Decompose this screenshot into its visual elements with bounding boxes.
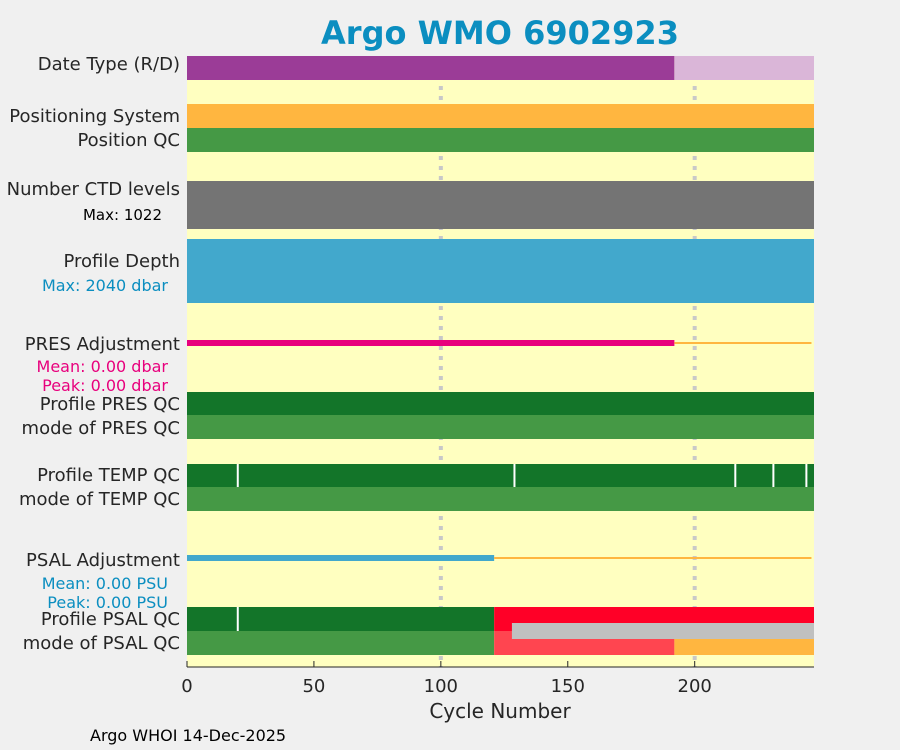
bar-segment — [187, 104, 814, 128]
bar-segment — [187, 392, 814, 415]
row-label: Profile PSAL QC — [41, 609, 180, 630]
plot-area — [187, 56, 814, 667]
x-tick-label: 0 — [181, 676, 192, 697]
row-label: Profile Depth — [63, 251, 180, 272]
bar-segment — [187, 128, 814, 152]
row-label: Positioning System — [9, 106, 180, 127]
row-label: Number CTD levels — [7, 179, 180, 200]
x-tick-label: 50 — [302, 676, 325, 697]
row-sublabel: Mean: 0.00 dbar — [37, 357, 169, 376]
row-label: Profile PRES QC — [40, 394, 180, 415]
footer-credit: Argo WHOI 14-Dec-2025 — [90, 726, 286, 745]
row-label: PSAL Adjustment — [26, 550, 180, 571]
bar-segment — [187, 487, 814, 511]
row-label: Profile TEMP QC — [37, 465, 180, 486]
bar-segment — [187, 607, 495, 631]
x-tick-label: 150 — [551, 676, 585, 697]
row-label: mode of TEMP QC — [19, 489, 180, 510]
row-label: mode of PSAL QC — [23, 633, 180, 654]
bar-segment — [187, 464, 814, 487]
bar-segment — [674, 56, 814, 80]
row-sublabel-peak: Peak: 0.00 dbar — [42, 376, 168, 395]
bar-segment — [187, 56, 675, 80]
chart-title: Argo WMO 6902923 — [321, 14, 679, 52]
bar-segment — [187, 181, 814, 229]
bar-overlay — [511, 623, 814, 639]
bar-segment — [187, 239, 814, 303]
bar-segment — [187, 415, 814, 439]
row-sublabel: Max: 1022 — [83, 206, 162, 224]
x-tick-label: 100 — [424, 676, 458, 697]
bar-segment — [187, 631, 495, 655]
row-label: Date Type (R/D) — [38, 54, 180, 75]
row-label: PRES Adjustment — [25, 334, 180, 355]
row-sublabel-peak: Peak: 0.00 PSU — [47, 593, 168, 612]
row-label: mode of PRES QC — [22, 418, 180, 439]
row-sublabel: Max: 2040 dbar — [42, 276, 168, 295]
row-sublabel: Mean: 0.00 PSU — [42, 574, 168, 593]
x-tick-label: 200 — [678, 676, 712, 697]
row-label: Position QC — [77, 130, 180, 151]
x-axis-label: Cycle Number — [429, 699, 571, 723]
